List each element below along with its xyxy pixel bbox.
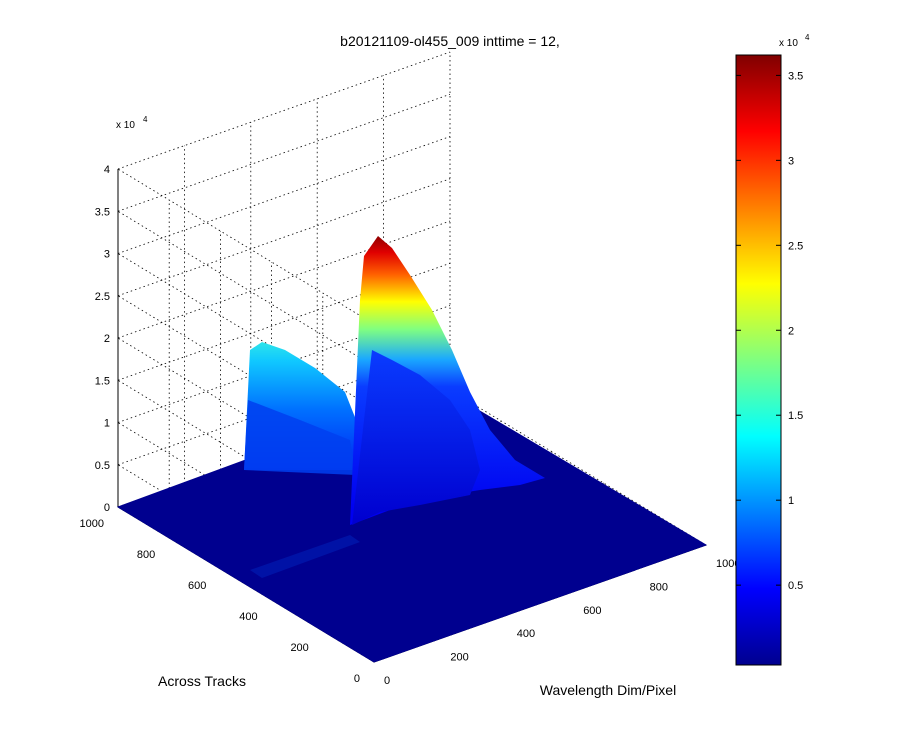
- z-tick-label: 3.5: [95, 206, 110, 218]
- colorbar-exponent: 4: [805, 33, 810, 42]
- z-axis-exponent: 4: [143, 115, 148, 124]
- colorbar-tick-label: 1: [788, 495, 794, 507]
- x-tick-label: 200: [450, 652, 468, 664]
- x-tick-label: 600: [583, 605, 601, 617]
- z-tick-label: 3: [104, 249, 110, 261]
- colorbar-exponent-label: x 10: [779, 38, 798, 49]
- x-axis-ticks: 0 200 400 600 800 1000: [384, 558, 740, 687]
- gridline: [117, 210, 375, 367]
- surface-strong-peak-front: [352, 350, 480, 525]
- y-tick-label: 600: [188, 580, 206, 592]
- z-tick-label: 1.5: [95, 375, 110, 387]
- z-axis-exponent-label: x 10: [116, 120, 135, 131]
- colorbar-tick-label: 3.5: [788, 70, 803, 82]
- z-tick-label: 2: [104, 333, 110, 345]
- colorbar-tick-label: 2.5: [788, 240, 803, 252]
- colorbar-tick-label: 0.5: [788, 580, 803, 592]
- y-tick-label: 200: [290, 642, 308, 654]
- z-axis-ticks: 0 0.5 1 1.5 2 2.5 3 3.5 4: [95, 164, 110, 514]
- gridline: [117, 178, 451, 297]
- z-tick-label: 2.5: [95, 291, 110, 303]
- y-tick-label: 400: [239, 611, 257, 623]
- z-tick-label: 0.5: [95, 460, 110, 472]
- x-tick-label: 400: [517, 628, 535, 640]
- gridline: [117, 220, 451, 339]
- y-tick-label: 800: [137, 549, 155, 561]
- colorbar-tick-label: 3: [788, 155, 794, 167]
- colorbar-tick-label: 1.5: [788, 410, 803, 422]
- colorbar-ticks: 0.5 1 1.5 2 2.5 3 3.5: [736, 70, 803, 592]
- x-tick-label: 800: [650, 581, 668, 593]
- gridline: [117, 93, 451, 212]
- gridline: [117, 168, 375, 325]
- x-axis-label: Wavelength Dim/Pixel: [540, 682, 676, 698]
- z-tick-label: 1: [104, 418, 110, 430]
- chart-title: b20121109-ol455_009 inttime = 12,: [340, 33, 560, 49]
- colorbar: [735, 54, 782, 666]
- surface-weak-peak-front: [244, 400, 356, 475]
- y-tick-label: 1000: [80, 518, 104, 530]
- surface-floor-ridge: [250, 535, 360, 578]
- gridline: [117, 136, 451, 254]
- y-axis-ticks: 0 200 400 600 800 1000: [80, 518, 360, 685]
- colorbar-tick-label: 2: [788, 325, 794, 337]
- z-tick-label: 4: [104, 164, 110, 176]
- x-tick-label: 1000: [716, 558, 740, 570]
- y-axis-label: Across Tracks: [158, 673, 246, 689]
- x-tick-label: 0: [384, 675, 390, 687]
- gridline: [117, 51, 451, 170]
- y-tick-label: 0: [354, 673, 360, 685]
- z-tick-label: 0: [104, 502, 110, 514]
